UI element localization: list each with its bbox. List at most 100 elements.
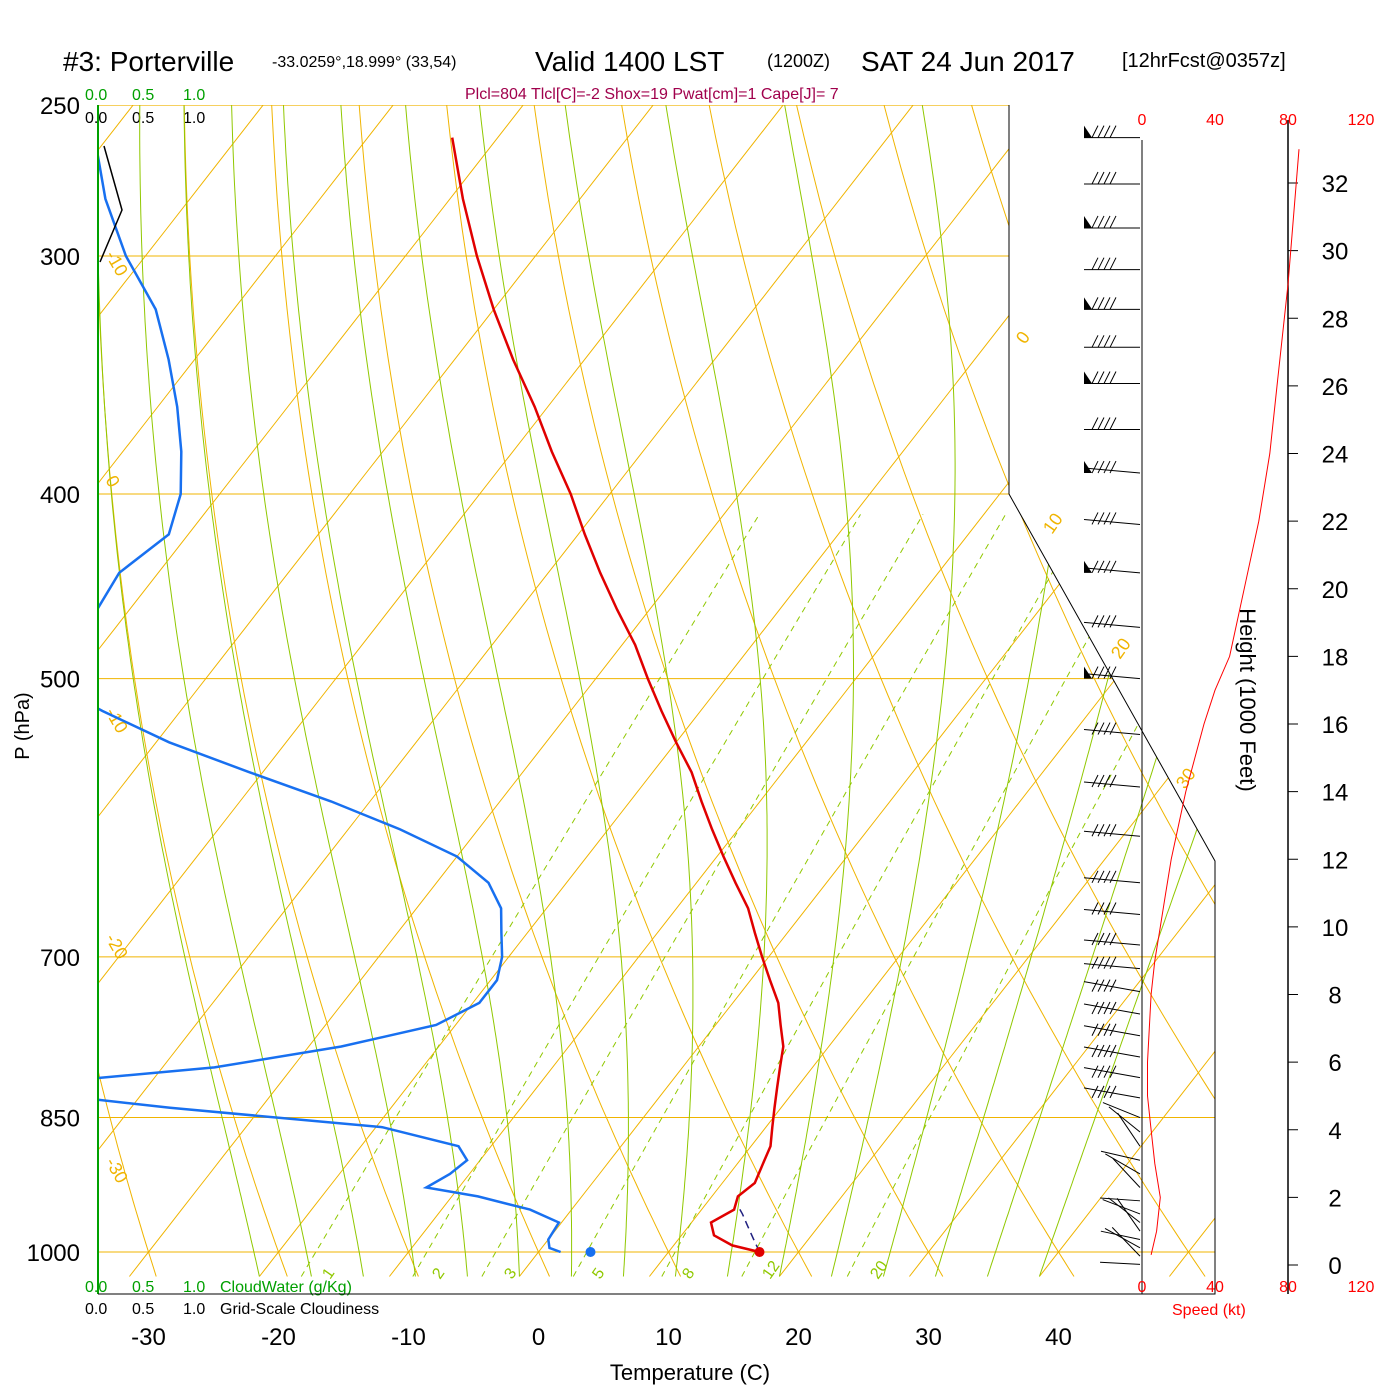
moist-adiabat-line xyxy=(986,105,1215,1277)
wind-barb xyxy=(1102,1199,1141,1215)
cloudwater-tick-top-2: 1.0 xyxy=(183,87,205,104)
temperature-tick-label: 40 xyxy=(1045,1324,1072,1351)
height-tick-label: 6 xyxy=(1328,1050,1341,1077)
mixing-ratio-line xyxy=(661,514,1086,1277)
dewpoint-profile xyxy=(98,137,562,1254)
height-tick-label: 22 xyxy=(1322,509,1349,536)
wind-barb xyxy=(1083,979,1141,993)
dry-adiabat-label: -10 xyxy=(102,247,132,280)
temperature-tick-label: 30 xyxy=(915,1324,942,1351)
dry-adiabat-label: -20 xyxy=(102,930,132,963)
cloudwater-tick-top-0: 0.0 xyxy=(85,87,107,104)
mixing-ratio-label: 2 xyxy=(429,1265,448,1282)
cloudiness-tick-top-2: 1.0 xyxy=(183,110,205,127)
x-axis-label: Temperature (C) xyxy=(610,1360,770,1385)
speed-tick-label-bottom: 120 xyxy=(1348,1279,1375,1296)
pressure-tick-label: 250 xyxy=(40,93,80,120)
cloudwater-tick-bottom-1: 0.5 xyxy=(132,1279,154,1296)
temperature-tick-label: -10 xyxy=(391,1324,426,1351)
wind-barb xyxy=(1084,335,1140,348)
pressure-tick-label: 400 xyxy=(40,482,80,509)
wind-barb xyxy=(1083,870,1141,884)
dry-adiabat-line xyxy=(533,105,944,1277)
wind-barb xyxy=(1105,1153,1141,1175)
dry-adiabat-line xyxy=(883,105,1215,1277)
valid-time: Valid 1400 LST xyxy=(535,46,724,77)
utc-time: (1200Z) xyxy=(767,51,830,71)
wind-barb xyxy=(1083,824,1141,837)
height-tick-label: 30 xyxy=(1322,239,1349,266)
dry-adiabat-line xyxy=(271,105,550,1277)
wind-barb xyxy=(1083,1023,1141,1037)
height-tick-label: 16 xyxy=(1322,712,1349,739)
mixing-ratio-label: 12 xyxy=(759,1258,783,1282)
dry-adiabat-label: 20 xyxy=(1107,634,1135,662)
isotherm-line xyxy=(98,105,524,1277)
isotherm-line xyxy=(98,105,654,1277)
cloudiness-profile xyxy=(99,145,123,263)
dry-adiabat-line xyxy=(446,105,813,1277)
cloudiness-tick-top-0: 0.0 xyxy=(85,110,107,127)
mixing-ratio-label: 3 xyxy=(501,1265,520,1282)
moist-adiabat-line xyxy=(405,105,573,1277)
dry-adiabat-label: 30 xyxy=(1172,764,1200,792)
temperature-tick-label: 10 xyxy=(655,1324,682,1351)
isotherm-line xyxy=(909,105,1215,1277)
isotherm-line xyxy=(0,105,3,1276)
mixing-ratio-label: 8 xyxy=(679,1265,698,1282)
pressure-tick-label: 700 xyxy=(40,945,80,972)
pressure-tick-label: 300 xyxy=(40,244,80,271)
mixing-ratio-line xyxy=(300,514,760,1277)
isotherm-line xyxy=(98,105,784,1277)
wind-barb xyxy=(1083,666,1141,680)
wind-barb xyxy=(1083,1001,1141,1015)
height-tick-label: 12 xyxy=(1322,847,1349,874)
wind-barb xyxy=(1083,774,1141,788)
isotherm-line xyxy=(649,105,1215,1277)
plot-frame xyxy=(98,105,1216,1295)
wind-barb xyxy=(1100,1261,1141,1265)
moist-adiabat-line xyxy=(665,105,768,1277)
height-tick-label: 4 xyxy=(1328,1118,1341,1145)
pressure-tick-label: 500 xyxy=(40,667,80,694)
mixing-ratio-line xyxy=(572,514,1007,1277)
wind-barb xyxy=(1083,932,1141,946)
speed-tick-label-top: 80 xyxy=(1279,112,1297,129)
isotherm-line xyxy=(98,105,914,1277)
dry-adiabat-line xyxy=(0,105,25,1276)
height-tick-label: 8 xyxy=(1328,983,1341,1010)
height-tick-label: 24 xyxy=(1322,442,1349,469)
mixing-ratio-line xyxy=(741,514,1158,1277)
wind-barb xyxy=(1083,902,1141,916)
moist-adiabat-line xyxy=(183,105,364,1277)
stability-params: Plcl=804 Tlcl[C]=-2 Shox=19 Pwat[cm]=1 C… xyxy=(465,86,839,103)
moist-adiabat-line xyxy=(830,105,956,1277)
dry-adiabat-line xyxy=(98,105,157,1277)
wind-barb xyxy=(1083,1044,1141,1058)
cloudiness-tick-top-1: 0.5 xyxy=(132,110,154,127)
dry-adiabat-line xyxy=(358,105,682,1277)
moist-adiabat-line xyxy=(1038,105,1215,1277)
dry-adiabat-label: -10 xyxy=(102,704,132,737)
wind-barb xyxy=(1083,560,1141,574)
wind-barb xyxy=(1100,1197,1141,1202)
dry-adiabat-line xyxy=(98,105,288,1277)
dry-adiabat-line xyxy=(971,105,1215,1277)
profiles-clipped xyxy=(98,137,785,1254)
wind-barb xyxy=(1108,1106,1141,1133)
pressure-tick-label: 850 xyxy=(40,1106,80,1133)
moist-adiabat-line xyxy=(479,105,629,1277)
moist-adiabat-line xyxy=(934,105,1215,1277)
y-axis-label: P (hPa) xyxy=(12,692,34,759)
wind-barb xyxy=(1084,125,1140,139)
cloudwater-tick-bottom-0: 0.0 xyxy=(85,1279,107,1296)
temperature-tick-label: 0 xyxy=(532,1324,545,1351)
wind-speed-profile xyxy=(1147,149,1300,1256)
cloudiness-tick-bottom-1: 0.5 xyxy=(132,1301,154,1318)
wind-barb xyxy=(1083,956,1141,970)
station-title: #3: Porterville xyxy=(63,46,234,77)
wind-barb xyxy=(1084,417,1140,430)
wind-barb xyxy=(1083,615,1141,628)
